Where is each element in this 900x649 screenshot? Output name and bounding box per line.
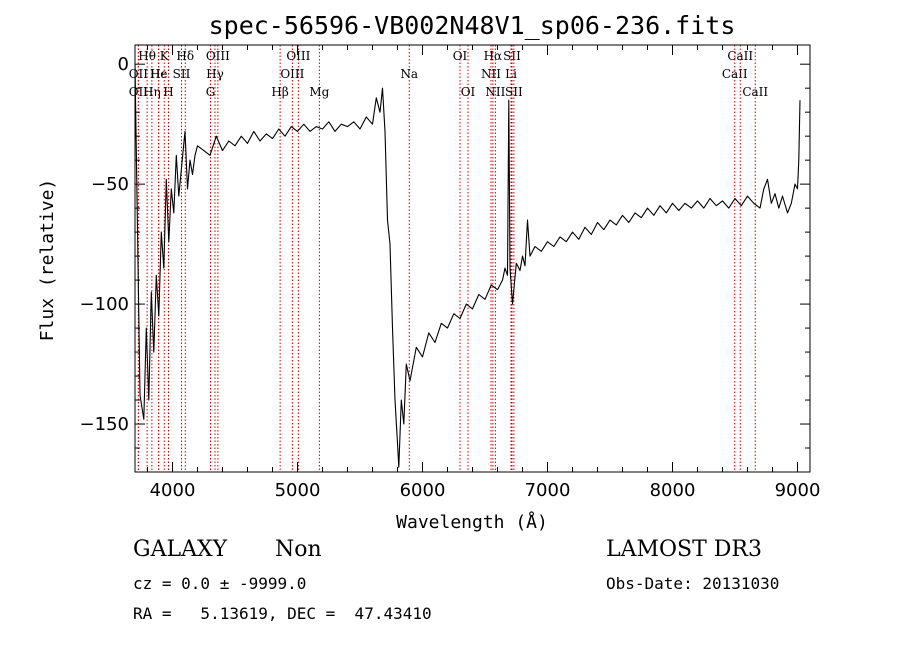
x-tick-label: 5000	[275, 480, 321, 501]
redshift-line: cz = 0.0 ± -9999.0	[133, 574, 307, 593]
y-axis-label: Flux (relative)	[37, 179, 58, 342]
x-axis-label: Wavelength (Å)	[396, 511, 548, 533]
marker-label: SII	[503, 49, 521, 63]
x-tick-label: 6000	[400, 480, 446, 501]
marker-label: Mg	[309, 85, 329, 99]
marker-label: He	[150, 67, 168, 81]
spectrum-series	[134, 64, 801, 468]
marker-label: NII	[485, 85, 505, 99]
marker-label: H	[163, 85, 173, 99]
marker-label: Hγ	[206, 67, 224, 81]
coordinates-line: RA = 5.13619, DEC = 47.43410	[133, 604, 432, 623]
y-tick-label: −50	[91, 174, 129, 195]
plot-frame	[134, 44, 811, 473]
survey-name: LAMOST DR3	[606, 537, 762, 562]
marker-label: Hθ	[138, 49, 156, 63]
marker-label: G	[206, 85, 216, 99]
y-tick-label: −150	[80, 414, 129, 435]
y-tick-label: 0	[118, 54, 129, 75]
marker-label: CaII	[742, 85, 768, 99]
object-subclass: Non	[275, 537, 322, 562]
marker-label: OI	[453, 49, 468, 63]
marker-label: Hη	[143, 85, 161, 99]
chart-title: spec-56596-VB002N48V1_sp06-236.fits	[209, 11, 736, 40]
marker-label: CaII	[727, 49, 753, 63]
x-tick-label: 9000	[775, 480, 821, 501]
marker-label: K	[160, 49, 170, 63]
x-tick-label: 8000	[650, 480, 696, 501]
marker-label: Hβ	[271, 85, 288, 99]
marker-label: OIII	[286, 49, 310, 63]
axis-ticks: 4000 5000 6000 7000 8000 9000 0 −50 −100 −150	[80, 45, 821, 501]
object-class: GALAXY	[133, 537, 228, 562]
marker-label: OII	[129, 67, 149, 81]
marker-label: OIII	[280, 67, 304, 81]
marker-label: CaII	[722, 67, 748, 81]
marker-label: SII	[173, 67, 191, 81]
marker-label: Hα	[484, 49, 503, 63]
marker-label: OI	[461, 85, 476, 99]
marker-label: Hδ	[176, 49, 194, 63]
y-tick-label: −100	[80, 294, 129, 315]
marker-label: NII	[481, 67, 501, 81]
plot-border	[134, 44, 811, 473]
x-tick-label: 7000	[525, 480, 571, 501]
x-tick-label: 4000	[150, 480, 196, 501]
observation-date: Obs-Date: 20131030	[606, 574, 780, 593]
marker-label: Na	[400, 67, 418, 81]
marker-label: Li	[505, 67, 517, 81]
spectrum-line	[134, 64, 801, 468]
marker-label: SII	[505, 85, 523, 99]
marker-label: OIII	[206, 49, 230, 63]
spectral-line-markers: OIIOIIHθHηHεHeKHSIIHδGHγOIIIHβOIIIOIIIMg…	[129, 45, 768, 472]
